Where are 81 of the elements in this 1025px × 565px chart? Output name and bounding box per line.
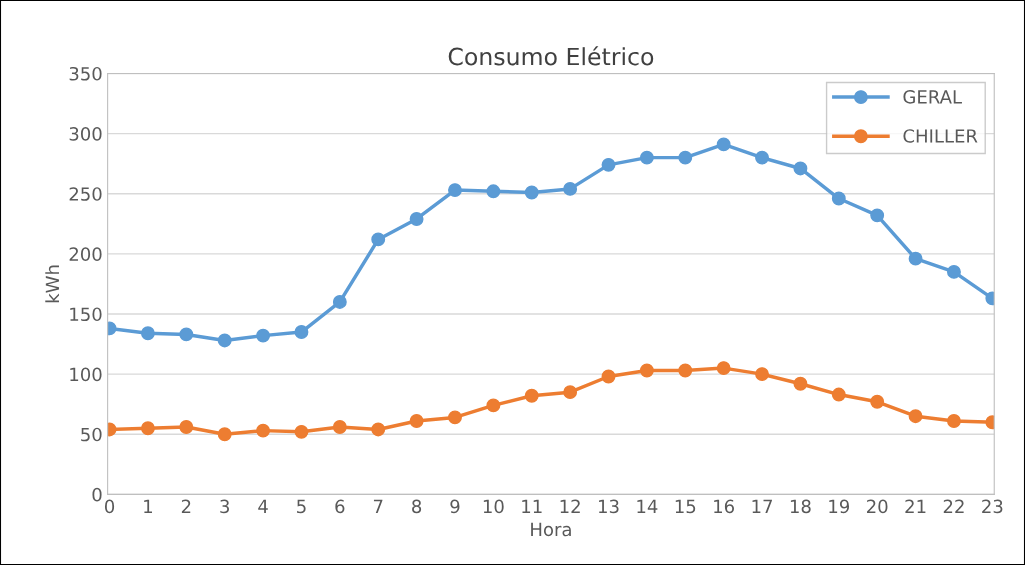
x-tick-label: 11 <box>522 499 542 513</box>
point <box>908 409 923 424</box>
x-tick-label: 23 <box>982 499 1003 514</box>
chart-title: Consumo Elétrico <box>448 46 654 66</box>
x-tick-label: 16 <box>714 499 735 514</box>
x-tick-label: 6 <box>335 499 345 514</box>
y-tick-label: 300 <box>69 127 102 141</box>
point <box>371 232 386 247</box>
x-tick-label: 10 <box>483 499 504 514</box>
point <box>332 420 347 434</box>
x-tick-label: 3 <box>220 499 229 514</box>
point <box>908 251 923 266</box>
x-axis-title: Hora <box>531 522 571 537</box>
point <box>639 363 654 378</box>
point <box>947 264 961 279</box>
point <box>371 422 386 437</box>
point <box>179 327 194 342</box>
point <box>524 388 539 403</box>
x-tick-label: 0 <box>104 499 115 514</box>
point <box>716 361 731 376</box>
point <box>755 367 769 382</box>
point <box>448 410 462 425</box>
point <box>601 369 616 384</box>
y-tick-label: 100 <box>70 367 102 382</box>
y-tick-label: 50 <box>81 427 102 442</box>
y-tick-label: 150 <box>70 307 102 322</box>
point <box>831 191 846 206</box>
point <box>870 208 885 223</box>
x-tick-label: 1 <box>144 499 152 513</box>
x-tick-label: 13 <box>599 499 619 514</box>
point <box>332 295 347 309</box>
point <box>831 387 846 402</box>
y-tick-label: 0 <box>92 487 102 502</box>
x-tick-label: 19 <box>829 499 850 514</box>
x-tick-label: 15 <box>675 499 696 514</box>
legend-label: CHILLER <box>903 129 978 143</box>
legend-label: GERAL <box>903 90 962 104</box>
point <box>755 150 769 165</box>
point <box>217 427 232 442</box>
point <box>947 414 961 428</box>
y-axis-title: kWh <box>45 265 59 303</box>
x-tick-label: 12 <box>560 499 580 513</box>
point <box>563 181 578 196</box>
point <box>793 376 808 391</box>
point <box>217 333 232 348</box>
point <box>294 325 309 339</box>
y-tick-label: 350 <box>69 66 102 81</box>
point <box>294 424 309 439</box>
point <box>409 212 424 226</box>
point <box>140 421 155 436</box>
point <box>563 385 578 400</box>
x-tick-label: 7 <box>373 499 383 513</box>
point <box>486 184 501 199</box>
x-tick-label: 2 <box>181 499 191 513</box>
x-tick-label: 18 <box>790 499 811 514</box>
y-tick-label: 200 <box>69 247 102 261</box>
point <box>601 157 616 172</box>
point <box>678 150 693 165</box>
x-tick-label: 8 <box>412 499 422 514</box>
x-tick-label: 22 <box>943 499 964 513</box>
point <box>793 161 808 176</box>
x-tick-label: 4 <box>258 499 268 513</box>
y-tick-label: 250 <box>69 187 102 201</box>
point <box>639 150 654 165</box>
x-tick-label: 20 <box>867 499 888 514</box>
point <box>256 423 271 438</box>
x-tick-label: 14 <box>637 499 658 513</box>
point <box>256 328 271 343</box>
x-tick-label: 9 <box>450 499 460 514</box>
x-tick-label: 5 <box>297 499 306 514</box>
point <box>140 326 155 341</box>
point <box>486 398 501 413</box>
point <box>716 137 731 152</box>
point <box>678 363 693 378</box>
point <box>870 394 885 409</box>
point <box>448 183 462 198</box>
point <box>524 185 539 200</box>
point <box>409 414 424 428</box>
point <box>179 420 194 434</box>
x-tick-label: 17 <box>752 499 772 513</box>
x-tick-label: 21 <box>905 499 926 513</box>
